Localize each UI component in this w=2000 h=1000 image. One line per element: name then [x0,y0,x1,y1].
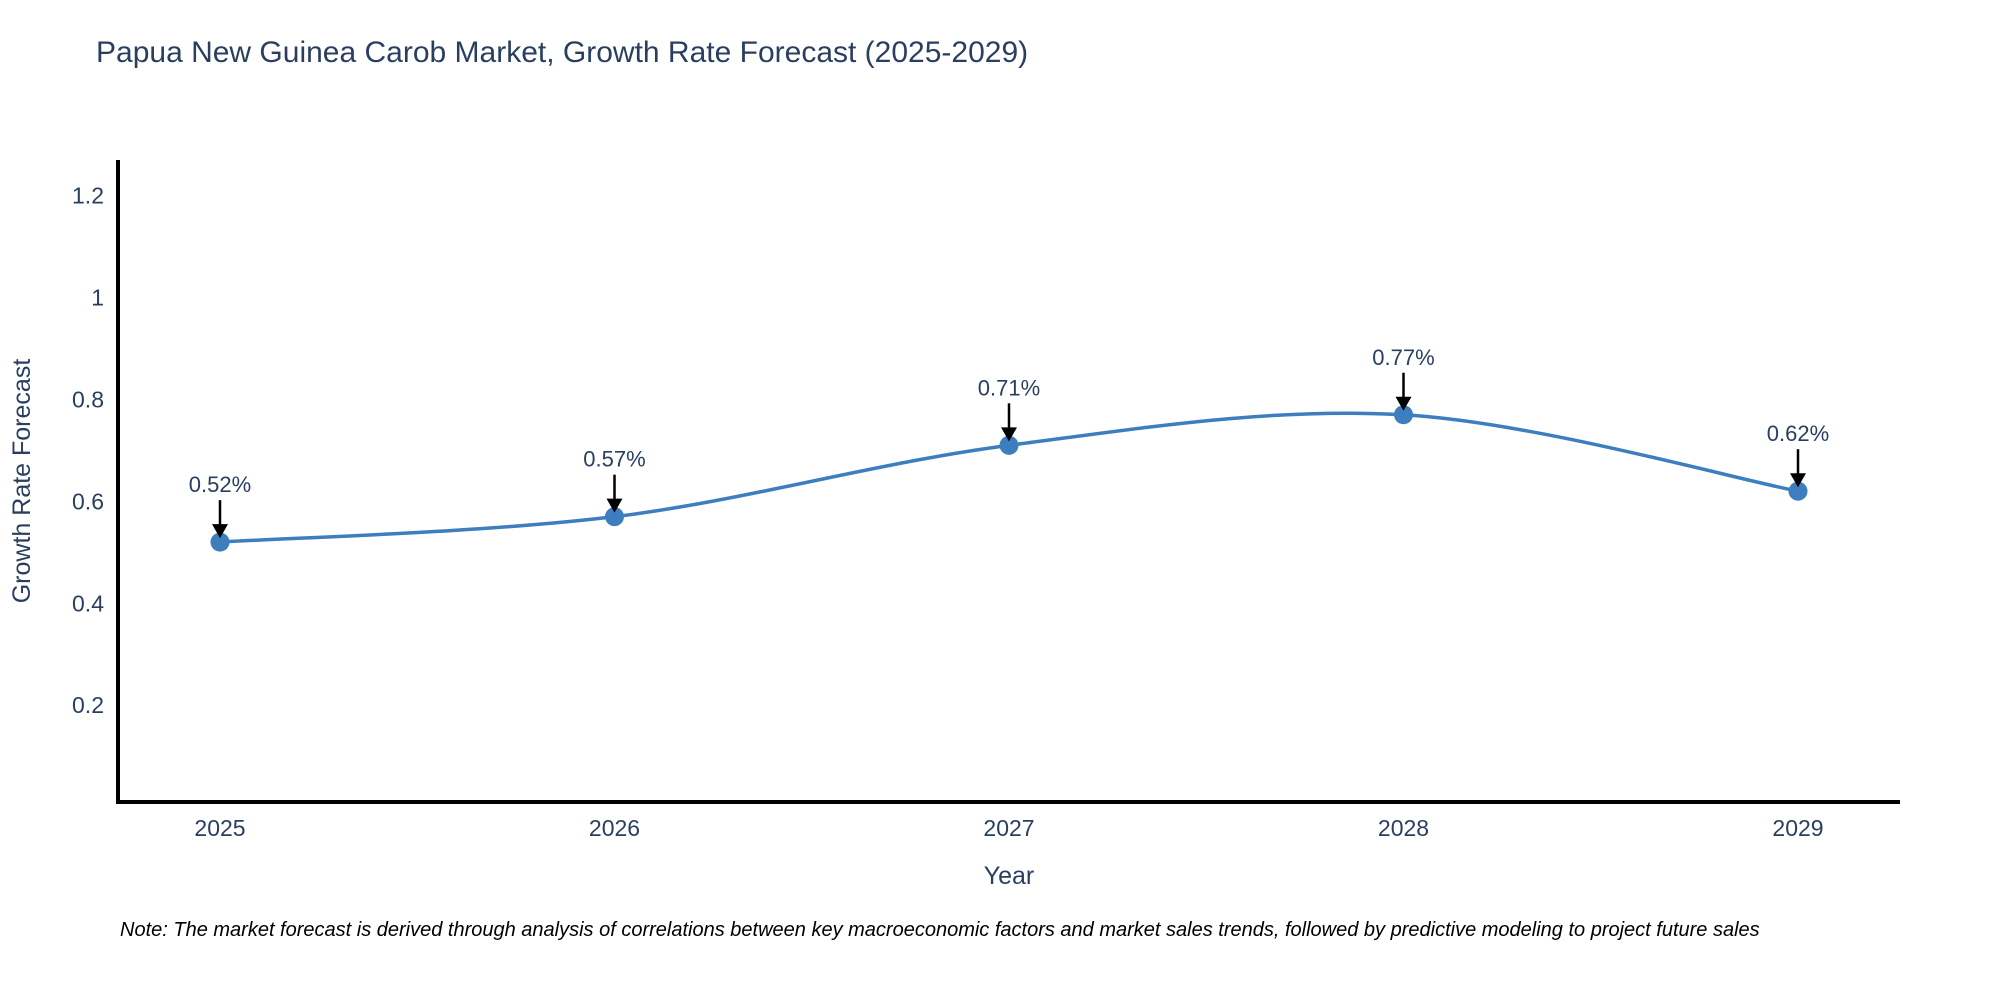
annotation-arrowhead-icon [1001,427,1017,442]
data-point-marker[interactable] [210,532,230,552]
annotation-arrowhead-icon [212,524,228,539]
data-point-marker[interactable] [605,507,624,527]
point-value-label: 0.57% [583,447,645,472]
point-value-label: 0.62% [1767,421,1829,446]
annotation-arrowhead-icon [606,498,623,513]
y-axis-title: Growth Rate Forecast [8,359,36,604]
x-tick-label: 2029 [1772,815,1823,841]
x-tick-label: 2027 [983,815,1034,841]
data-point-marker[interactable] [1788,481,1808,501]
y-tick-label: 0.2 [72,692,104,718]
y-tick-label: 1 [91,285,104,311]
chart-title: Papua New Guinea Carob Market, Growth Ra… [96,36,1029,69]
annotation-arrowhead-icon [1790,473,1806,488]
data-point-marker[interactable] [999,435,1019,455]
point-value-label: 0.71% [978,375,1040,400]
y-tick-label: 0.4 [72,590,104,616]
y-tick-label: 0.6 [72,488,104,514]
x-tick-label: 2028 [1378,815,1429,841]
x-tick-label: 2025 [194,815,245,841]
chart-footnote: Note: The market forecast is derived thr… [120,919,1760,941]
point-value-label: 0.77% [1372,345,1434,370]
data-point-marker[interactable] [1394,405,1413,425]
x-axis-title: Year [984,862,1035,890]
x-tick-label: 2026 [589,815,640,841]
point-value-label: 0.52% [189,472,251,497]
y-tick-label: 1.2 [72,183,104,209]
y-tick-label: 0.8 [72,386,104,412]
annotation-arrowhead-icon [1395,396,1412,411]
